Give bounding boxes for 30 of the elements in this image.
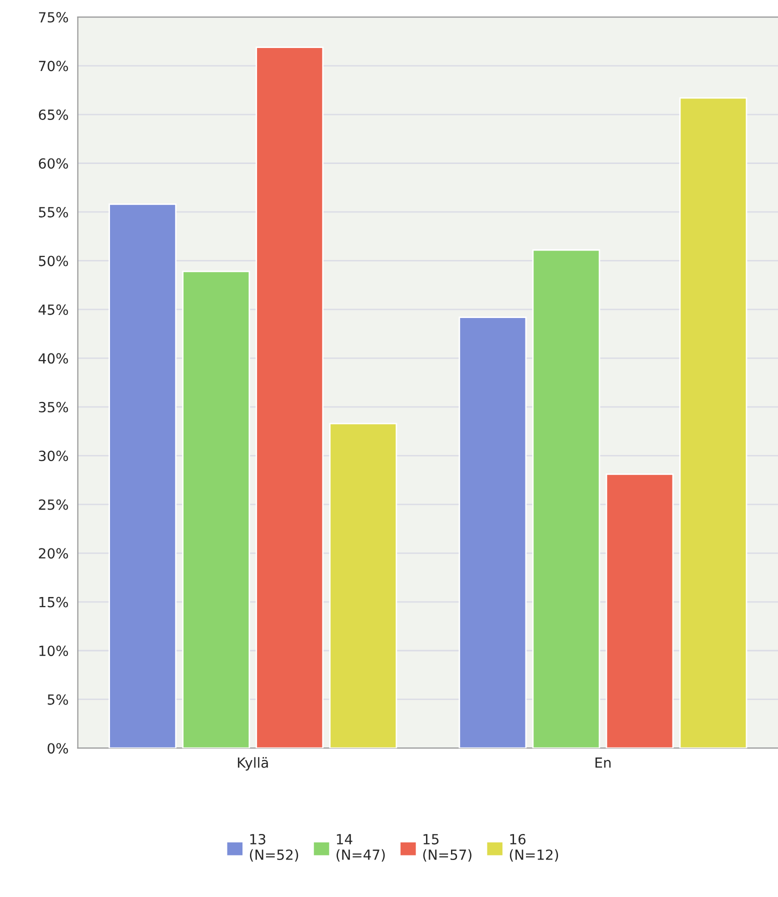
y-tick-label: 50% — [38, 256, 68, 266]
bar — [532, 249, 600, 748]
legend-label: 14 (N=47) — [336, 834, 385, 862]
legend-label: 13 (N=52) — [250, 834, 298, 862]
y-tick-label: 5% — [48, 694, 68, 705]
bar — [458, 316, 527, 748]
legend-label: 16 (N=12) — [510, 834, 558, 862]
y-tick-label: 15% — [39, 596, 68, 608]
x-tick-label: Kyllä — [238, 757, 268, 771]
y-tick-label: 45% — [38, 304, 68, 315]
y-tick-label: 35% — [38, 402, 68, 412]
y-tick-label: 10% — [39, 646, 68, 656]
bar — [606, 474, 674, 748]
y-tick-label: 20% — [38, 548, 68, 559]
y-tick-label: 75% — [39, 12, 68, 23]
y-tick-label: 0% — [48, 743, 68, 754]
y-tick-label: 70% — [39, 60, 68, 72]
bar — [329, 422, 398, 748]
bar — [108, 204, 177, 748]
bar — [256, 46, 324, 748]
bar — [182, 270, 250, 748]
y-tick-label: 40% — [38, 353, 68, 364]
y-tick-label: 55% — [38, 206, 68, 218]
y-tick-label: 60% — [38, 158, 68, 169]
legend-label: 15 (N=57) — [423, 834, 472, 862]
bar — [679, 97, 748, 748]
y-tick-label: 25% — [38, 499, 68, 510]
x-tick-label: En — [596, 758, 611, 768]
y-tick-label: 30% — [38, 450, 68, 462]
y-tick-label: 65% — [38, 109, 68, 120]
